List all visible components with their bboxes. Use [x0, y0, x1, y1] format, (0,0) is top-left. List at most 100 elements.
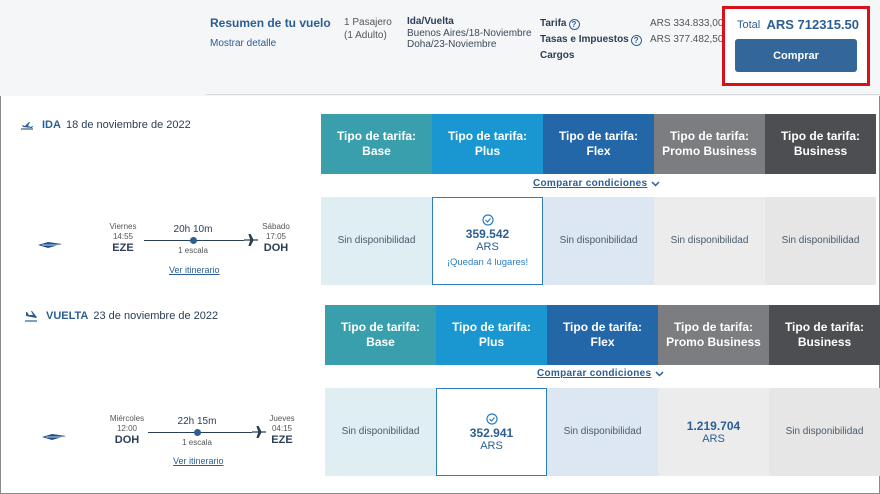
buy-button[interactable]: Comprar — [735, 39, 857, 72]
return-promo-price: 1.219.704 — [686, 418, 741, 433]
question-circle-icon[interactable]: ? — [630, 35, 642, 46]
dep-code: EZE — [112, 242, 134, 254]
outbound-cell-business: Sin disponibilidad — [765, 197, 876, 285]
chevron-down-icon — [651, 180, 660, 187]
return-departure: Miércoles 12:00 DOH — [102, 414, 152, 446]
price-amounts: ARS 334.833,00 ARS 377.482,50 — [650, 16, 723, 48]
summary-title: Resumen de tu vuelo — [210, 16, 331, 30]
plane-takeoff-icon — [21, 122, 33, 130]
fare-header-business: Tipo de tarifa: Business — [765, 114, 876, 174]
outbound-cell-flex: Sin disponibilidad — [543, 197, 654, 285]
outbound-stops: 1 escala — [178, 246, 208, 255]
return-promo-currency: ARS — [702, 432, 725, 445]
return-stops: 1 escala — [182, 438, 212, 447]
outbound-departure: Viernes 14:55 EZE — [103, 222, 143, 254]
dep-time: 14:55 — [112, 232, 134, 241]
fare-amount: ARS 334.833,00 — [650, 18, 724, 29]
stop-dot — [194, 429, 201, 436]
dep-day: Miércoles — [109, 414, 145, 423]
show-detail-link[interactable]: Mostrar detalle — [210, 38, 277, 49]
fare-header-promo-business: Tipo de tarifa: Promo Business — [658, 305, 769, 365]
stop-dot — [190, 237, 197, 244]
airline-logo-icon — [42, 434, 66, 440]
outbound-cell-promo-business: Sin disponibilidad — [654, 197, 765, 285]
route-info: Ida/Vuelta Buenos Aires/18-Noviembre Doh… — [407, 16, 532, 51]
arr-time: 04:15 — [271, 424, 293, 433]
question-circle-icon[interactable]: ? — [568, 19, 580, 30]
outbound-cell-base: Sin disponibilidad — [321, 197, 432, 285]
outbound-kind: IDA — [42, 119, 61, 131]
taxes-amount: ARS 377.482,50 — [650, 34, 724, 45]
outbound-duration: 20h 10m — [173, 224, 213, 235]
no-availability-text: Sin disponibilidad — [781, 235, 860, 246]
outbound-arrival: Sábado 17:05 DOH — [256, 222, 296, 254]
check-circle-icon — [481, 213, 494, 226]
fare-header-flex: Tipo de tarifa: Flex — [543, 114, 654, 174]
return-itinerary: Miércoles 12:00 DOH 22h 15m 1 escala Jue… — [42, 414, 295, 474]
total-value: ARS 712315.50 — [766, 17, 859, 32]
outbound-plus-currency: ARS — [476, 240, 499, 253]
no-availability-text: Sin disponibilidad — [670, 235, 749, 246]
return-kind: VUELTA — [46, 310, 89, 322]
seats-left-text: ¡Quedan 4 lugares! — [446, 256, 529, 268]
return-date: 23 de noviembre de 2022 — [93, 310, 219, 322]
arr-code: DOH — [263, 242, 289, 254]
taxes-label: Tasas e Impuestos — [540, 34, 629, 45]
divider — [206, 94, 880, 95]
no-availability-text: Sin disponibilidad — [785, 426, 864, 437]
return-arrival: Jueves 04:15 EZE — [262, 414, 302, 446]
outbound-cell-plus[interactable]: 359.542 ARS ¡Quedan 4 lugares! — [432, 197, 543, 285]
return-view-itinerary-link[interactable]: Ver itinerario — [173, 456, 224, 466]
passengers-count: 1 Pasajero — [344, 17, 392, 28]
return-fare-headers: Tipo de tarifa: Base Tipo de tarifa: Plu… — [325, 305, 880, 365]
return-header: VUELTA 23 de noviembre de 2022 — [24, 310, 218, 322]
check-circle-icon — [485, 412, 498, 425]
outbound-view-itinerary-link[interactable]: Ver itinerario — [169, 265, 220, 275]
arr-day: Sábado — [262, 222, 290, 231]
charges-label: Cargos — [540, 50, 575, 61]
return-fare-cells: Sin disponibilidad 352.941 ARS Sin dispo… — [325, 388, 880, 476]
arr-day: Jueves — [269, 414, 295, 423]
no-availability-text: Sin disponibilidad — [559, 235, 638, 246]
fare-header-plus: Tipo de tarifa: Plus — [432, 114, 543, 174]
fare-header-business: Tipo de tarifa: Business — [769, 305, 880, 365]
compare-conditions-link[interactable]: Comparar condiciones — [533, 178, 660, 189]
return-cell-business: Sin disponibilidad — [769, 388, 880, 476]
no-availability-text: Sin disponibilidad — [341, 426, 420, 437]
route-outbound: Buenos Aires/18-Noviembre — [407, 27, 532, 39]
return-cell-plus[interactable]: 352.941 ARS — [436, 388, 547, 476]
total-label: Total — [737, 19, 761, 31]
outbound-header: IDA 18 de noviembre de 2022 — [20, 119, 191, 131]
trip-type: Ida/Vuelta — [407, 16, 454, 27]
fare-label: Tarifa — [540, 18, 567, 29]
flight-summary: Resumen de tu vuelo Mostrar detalle 1 Pa… — [0, 0, 880, 96]
airline-logo-icon — [38, 242, 62, 248]
arr-time: 17:05 — [265, 232, 287, 241]
passengers-type: (1 Adulto) — [344, 30, 387, 41]
passengers-info: 1 Pasajero (1 Adulto) — [344, 16, 392, 42]
fare-header-base: Tipo de tarifa: Base — [325, 305, 436, 365]
route-return: Doha/23-Noviembre — [407, 39, 497, 50]
total-box: Total ARS 712315.50 Comprar — [722, 6, 870, 86]
return-cell-promo-business[interactable]: 1.219.704 ARS — [658, 388, 769, 476]
price-labels: Tarifa? Tasas e Impuestos? Cargos — [540, 16, 642, 64]
fare-header-flex: Tipo de tarifa: Flex — [547, 305, 658, 365]
outbound-fare-headers: Tipo de tarifa: Base Tipo de tarifa: Plu… — [321, 114, 876, 174]
outbound-fare-cells: Sin disponibilidad 359.542 ARS ¡Quedan 4… — [321, 197, 876, 285]
return-plus-price: 352.941 — [469, 425, 514, 440]
return-duration: 22h 15m — [177, 416, 217, 427]
outbound-itinerary: Viernes 14:55 EZE 20h 10m 1 escala Sábad… — [38, 222, 290, 282]
outbound-plus-price: 359.542 — [465, 226, 510, 241]
dep-time: 12:00 — [116, 424, 138, 433]
arr-code: EZE — [271, 434, 293, 446]
outbound-date: 18 de noviembre de 2022 — [65, 119, 191, 131]
return-plus-currency: ARS — [480, 439, 503, 452]
no-availability-text: Sin disponibilidad — [563, 426, 642, 437]
return-cell-base: Sin disponibilidad — [325, 388, 436, 476]
plane-landing-icon — [25, 311, 37, 322]
compare-conditions-link[interactable]: Comparar condiciones — [537, 368, 664, 379]
plane-icon — [244, 234, 258, 246]
no-availability-text: Sin disponibilidad — [337, 235, 416, 246]
fare-header-plus: Tipo de tarifa: Plus — [436, 305, 547, 365]
compare-label: Comparar condiciones — [537, 368, 652, 379]
